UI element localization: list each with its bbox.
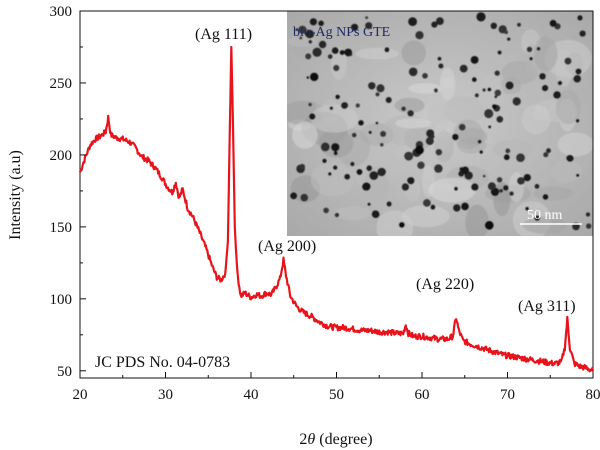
x-tick-label: 20 bbox=[73, 387, 88, 403]
y-tick-label: 150 bbox=[50, 220, 73, 236]
peak-label-ag-220: (Ag 220) bbox=[416, 276, 474, 293]
y-axis-title: Intensity (a.u) bbox=[7, 150, 24, 240]
y-tick-label: 100 bbox=[50, 292, 73, 308]
peak-label-ag-311: (Ag 311) bbox=[518, 298, 576, 315]
inset-label: bio-Ag NPs GTE bbox=[293, 25, 390, 40]
y-tick-label: 200 bbox=[50, 148, 73, 164]
peak-label-ag-200: (Ag 200) bbox=[258, 238, 316, 255]
y-axis-ticks: 50 100 150 200 250 300 bbox=[50, 4, 86, 380]
x-tick-label: 50 bbox=[329, 387, 344, 403]
x-axis-title: 2θ (degree) bbox=[299, 431, 372, 448]
x-tick-label: 30 bbox=[158, 387, 173, 403]
x-tick-label: 70 bbox=[500, 387, 515, 403]
xrd-series-line bbox=[78, 45, 595, 373]
y-tick-label: 250 bbox=[50, 76, 73, 92]
peak-label-ag-111: (Ag 111) bbox=[195, 26, 252, 43]
y-tick-label: 300 bbox=[50, 4, 73, 20]
x-axis-ticks: 20 30 40 50 60 70 80 bbox=[73, 372, 600, 403]
tem-inset-image: bio-Ag NPs GTE 50 nm bbox=[287, 11, 593, 236]
reference-label: JC PDS No. 04-0783 bbox=[95, 354, 230, 371]
scale-bar-label: 50 nm bbox=[527, 208, 563, 223]
x-tick-label: 40 bbox=[244, 387, 259, 403]
x-tick-label: 80 bbox=[586, 387, 600, 403]
y-tick-label: 50 bbox=[57, 364, 72, 380]
x-tick-label: 60 bbox=[415, 387, 430, 403]
